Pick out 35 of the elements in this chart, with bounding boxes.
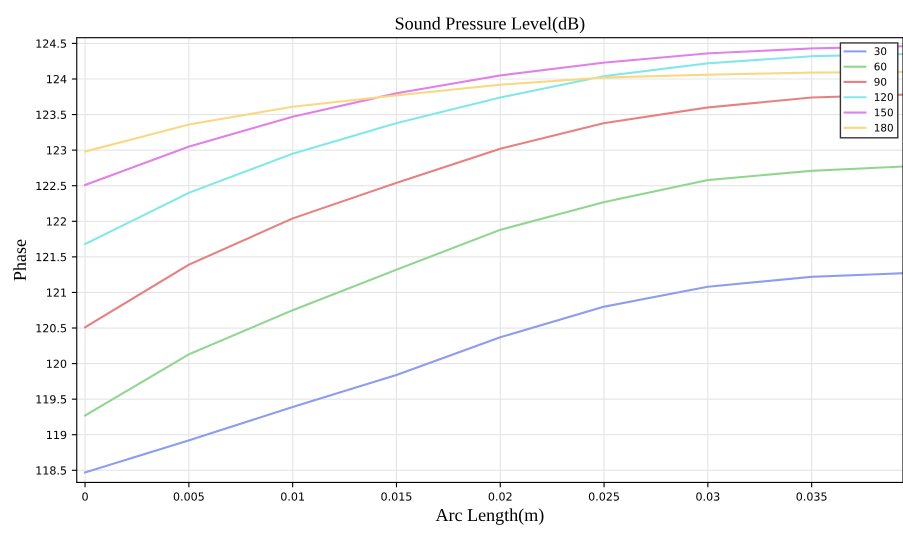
y-tick-label: 124.5 (36, 39, 66, 48)
legend-label: 180 (874, 124, 893, 132)
x-tick-label: 0.005 (174, 492, 204, 501)
y-tick-label: 121 (47, 288, 66, 297)
x-tick-label: 0 (82, 492, 88, 501)
y-tick-label: 122 (47, 217, 66, 226)
x-tick-label: 0.015 (381, 492, 412, 501)
legend-label: 60 (874, 62, 886, 70)
y-tick-label: 122.5 (36, 182, 66, 190)
x-tick-label: 0.01 (281, 492, 304, 501)
x-tick-label: 0.025 (588, 492, 619, 501)
y-tick-label: 123 (47, 146, 66, 155)
y-tick-label: 118.5 (36, 466, 66, 475)
legend-label: 30 (874, 47, 886, 56)
y-tick-label: 120 (47, 360, 66, 368)
x-tick-label: 0.035 (796, 492, 827, 501)
legend-label: 90 (874, 78, 886, 86)
y-tick-label: 119 (47, 430, 66, 440)
x-axis-title: Arc Length(m) (436, 508, 544, 525)
line-series (84, 45, 903, 186)
legend-label: 150 (874, 108, 893, 116)
x-tick-label: 0.03 (696, 492, 720, 501)
line-series (84, 272, 903, 474)
y-tick-label: 123.5 (36, 110, 66, 119)
y-tick-label: 124 (47, 74, 66, 84)
x-tick-label: 0.02 (488, 492, 512, 501)
y-tick-label: 121.5 (36, 252, 66, 262)
line-series (84, 165, 903, 417)
chart-title: Sound Pressure Level(dB) (396, 16, 584, 34)
y-axis-title: Phase (13, 240, 26, 281)
line-series (84, 70, 903, 153)
line-series (84, 94, 903, 328)
legend-label: 120 (874, 93, 893, 102)
y-tick-label: 119.5 (36, 395, 66, 404)
y-tick-label: 120.5 (36, 324, 66, 332)
